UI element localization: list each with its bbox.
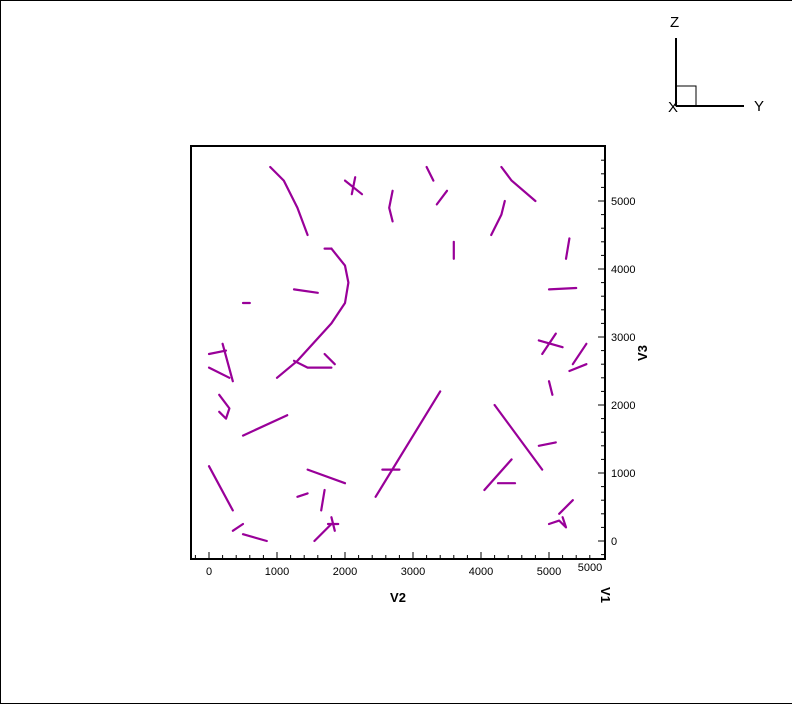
- depth-tick-label: 5000: [578, 562, 602, 574]
- series-line: [221, 342, 234, 383]
- series-line: [350, 176, 357, 196]
- ticks-layer: 0 1000 2000 3000 4000 5000 0 1000 2000 3000 4000 50…: [194, 159, 635, 578]
- series-line: [490, 199, 506, 237]
- series-line: [568, 363, 588, 373]
- plot-area: [190, 145, 606, 560]
- series-line: [231, 522, 245, 532]
- series-line: [493, 403, 544, 471]
- axis-triad: Z X Y: [668, 14, 764, 116]
- x-tick-label: 5000: [537, 566, 561, 578]
- series-line: [292, 359, 333, 369]
- series-line: [207, 465, 234, 512]
- series-line: [207, 366, 231, 379]
- x-tick-label: 0: [206, 566, 212, 578]
- y-tick-label: 1000: [611, 468, 635, 480]
- series-line: [269, 165, 309, 237]
- triad-corner-box: [675, 85, 697, 107]
- series-line: [537, 441, 557, 447]
- series-line: [564, 237, 571, 260]
- series-line: [241, 533, 268, 543]
- y-axis-title: V3: [635, 345, 650, 361]
- series-line: [241, 414, 289, 437]
- y-tick-label: 2000: [611, 400, 635, 412]
- series-line: [547, 516, 568, 529]
- y-tick-label: 5000: [611, 196, 635, 208]
- x-tick-label: 3000: [401, 566, 425, 578]
- series-line: [541, 332, 557, 356]
- x-tick-label: 4000: [469, 566, 493, 578]
- series-line: [500, 165, 537, 203]
- triad-z-label: Z: [670, 14, 679, 31]
- triad-y-label: Y: [754, 98, 764, 115]
- series-line: [313, 522, 333, 543]
- series-line: [547, 286, 578, 291]
- series-line: [374, 390, 442, 498]
- y-tick-label: 4000: [611, 264, 635, 276]
- triad-x-label: X: [668, 99, 678, 116]
- series-line: [296, 492, 309, 498]
- series-layer: [207, 165, 588, 543]
- series-line: [558, 499, 574, 515]
- series-line: [218, 393, 231, 420]
- series-line: [320, 488, 326, 512]
- x-axis-title: V2: [390, 590, 406, 605]
- series-line: [435, 189, 449, 206]
- series-line: [306, 468, 347, 485]
- series-line: [207, 349, 228, 356]
- series-line: [425, 165, 435, 182]
- series-line: [292, 288, 319, 294]
- depth-axis-title: V1: [598, 587, 613, 603]
- x-tick-label: 1000: [265, 566, 289, 578]
- series-line: [388, 189, 394, 223]
- series-line: [483, 458, 513, 492]
- series-line: [537, 339, 564, 349]
- series-line: [323, 352, 336, 366]
- series-line: [571, 342, 588, 366]
- y-tick-label: 3000: [611, 332, 635, 344]
- series-line: [547, 380, 554, 396]
- series-line: [275, 247, 350, 379]
- y-tick-label: 0: [611, 536, 617, 548]
- x-tick-label: 2000: [333, 566, 357, 578]
